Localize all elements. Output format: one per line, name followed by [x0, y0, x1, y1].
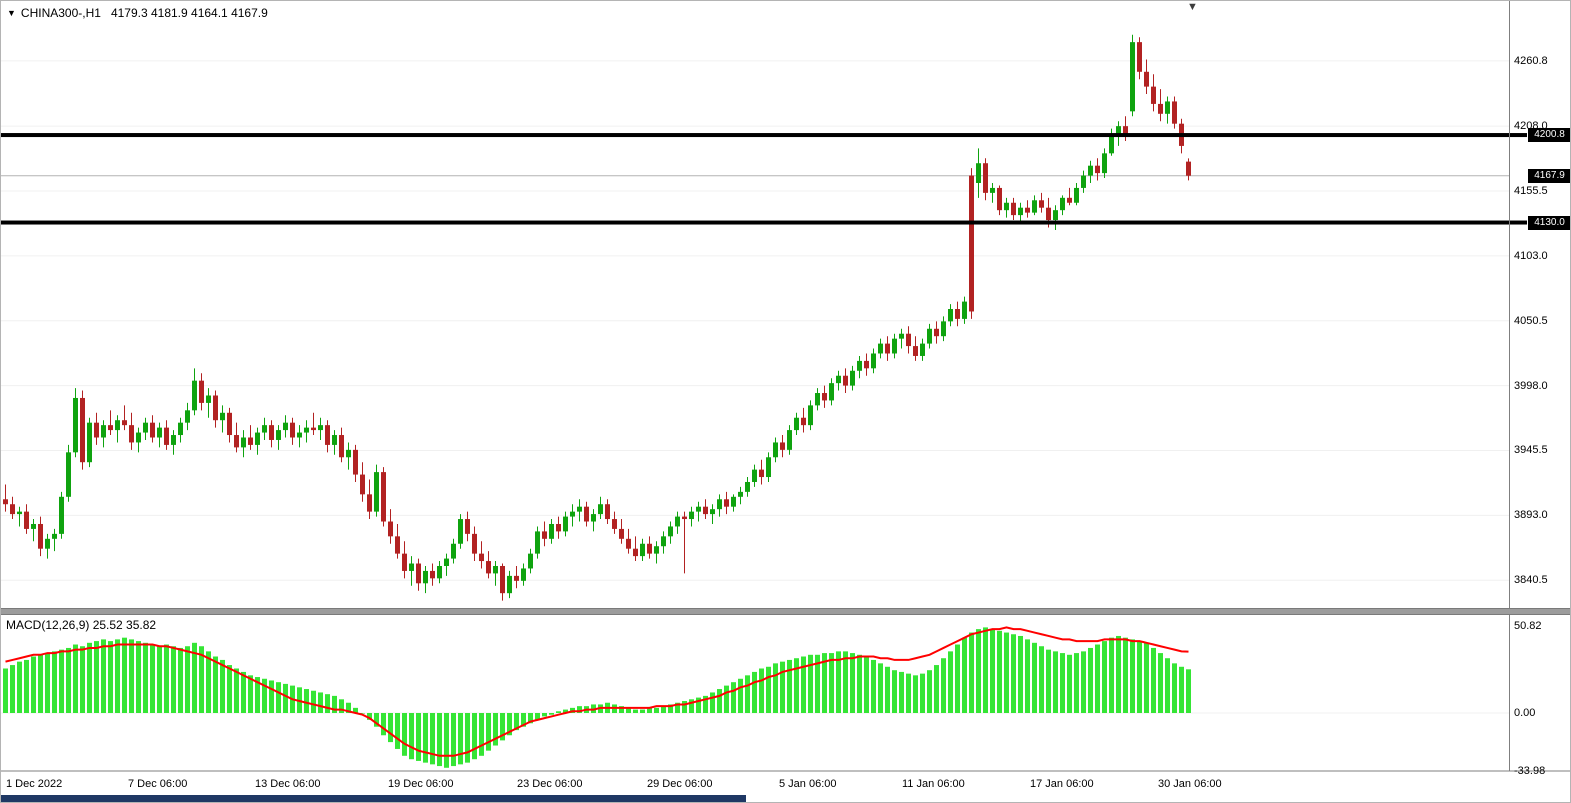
time-axis-label: 7 Dec 06:00 — [128, 778, 188, 790]
hline-price-label: 4130.0 — [1528, 215, 1570, 230]
horizontal-line[interactable] — [1, 133, 1527, 138]
macd-signal-line — [5, 626, 1189, 757]
chart-title: ▼ CHINA300-,H1 4179.3 4181.9 4164.1 4167… — [7, 6, 268, 20]
price-gridlines — [1, 60, 1509, 581]
time-axis-label: 19 Dec 06:00 — [388, 778, 454, 790]
price-axis-tick: 4155.5 — [1514, 185, 1548, 198]
time-axis-label: 29 Dec 06:00 — [647, 778, 713, 790]
ohlc-values: 4179.3 4181.9 4164.1 4167.9 — [110, 6, 268, 20]
time-axis-label: 30 Jan 06:00 — [1158, 778, 1222, 790]
current-price-label: 4167.9 — [1528, 168, 1570, 183]
macd-pane-surface[interactable] — [1, 615, 1571, 775]
price-axis-tick: 3945.5 — [1514, 444, 1548, 457]
price-axis-tick: 3840.5 — [1514, 574, 1548, 587]
macd-axis-tick: 0.00 — [1514, 707, 1536, 719]
symbol-period-label: CHINA300-,H1 — [20, 6, 101, 20]
price-axis-tick: 3998.0 — [1514, 379, 1548, 392]
time-axis-label: 17 Jan 06:00 — [1030, 778, 1094, 790]
time-axis-label: 1 Dec 2022 — [6, 778, 63, 790]
time-axis-label: 13 Dec 06:00 — [255, 778, 321, 790]
pane-separator[interactable] — [1, 608, 1570, 615]
hline-price-label: 4200.8 — [1528, 128, 1570, 143]
macd-histogram — [3, 627, 1191, 768]
macd-axis-tick: -33.98 — [1514, 765, 1546, 778]
price-axis-tick: 4103.0 — [1514, 249, 1548, 262]
price-axis-tick: 3893.0 — [1514, 509, 1548, 522]
chart-shift-marker-icon[interactable]: ▼ — [1187, 1, 1198, 13]
time-axis-label: 5 Jan 06:00 — [779, 778, 837, 790]
price-axis-tick: 4260.8 — [1514, 54, 1548, 67]
price-chart-surface[interactable] — [1, 1, 1571, 608]
horizontal-line[interactable] — [1, 220, 1527, 225]
chart-menu-icon[interactable]: ▼ — [7, 8, 16, 18]
macd-indicator-label: MACD(12,26,9) 25.52 35.82 — [6, 618, 157, 632]
candlesticks — [3, 34, 1191, 601]
macd-axis-tick: 50.82 — [1514, 620, 1542, 632]
horizontal-scrollbar[interactable] — [1, 795, 746, 802]
time-axis-label: 11 Jan 06:00 — [902, 778, 965, 790]
time-axis-label: 23 Dec 06:00 — [517, 778, 583, 790]
price-axis-tick: 4050.5 — [1514, 314, 1548, 327]
